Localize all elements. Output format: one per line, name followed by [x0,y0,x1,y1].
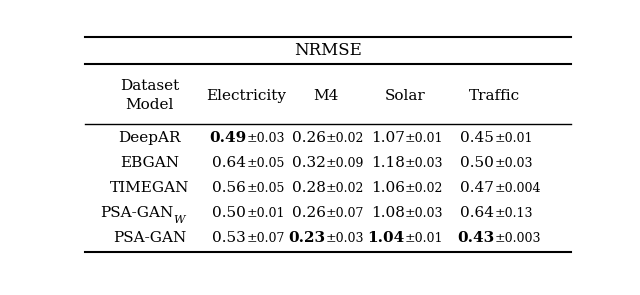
Text: 0.43: 0.43 [457,231,494,245]
Text: ±0.03: ±0.03 [246,132,285,145]
Text: ±0.05: ±0.05 [246,157,285,170]
Text: ±0.03: ±0.03 [405,157,444,170]
Text: W: W [173,215,184,225]
Text: PSA-GAN: PSA-GAN [100,206,173,220]
Text: ±0.03: ±0.03 [326,232,364,245]
Text: EBGAN: EBGAN [120,156,179,170]
Text: PSA-GAN: PSA-GAN [113,231,186,245]
Text: Dataset
Model: Dataset Model [120,79,179,112]
Text: 0.32: 0.32 [292,156,326,170]
Text: DeepAR: DeepAR [118,131,180,145]
Text: ±0.01: ±0.01 [494,132,532,145]
Text: 0.26: 0.26 [292,206,326,220]
Text: ±0.01: ±0.01 [246,206,285,219]
Text: M4: M4 [313,88,338,103]
Text: 1.08: 1.08 [371,206,405,220]
Text: ±0.01: ±0.01 [405,132,444,145]
Text: 0.45: 0.45 [460,131,494,145]
Text: 0.56: 0.56 [212,181,246,195]
Text: ±0.07: ±0.07 [326,206,364,219]
Text: ±0.003: ±0.003 [494,232,541,245]
Text: ±0.05: ±0.05 [246,181,285,194]
Text: 1.04: 1.04 [367,231,405,245]
Text: 0.53: 0.53 [212,231,246,245]
Text: 0.50: 0.50 [212,206,246,220]
Text: 1.06: 1.06 [371,181,405,195]
Text: 0.50: 0.50 [460,156,494,170]
Text: ±0.02: ±0.02 [326,132,364,145]
Text: ±0.03: ±0.03 [494,157,532,170]
Text: ±0.07: ±0.07 [246,232,285,245]
Text: 0.49: 0.49 [209,131,246,145]
Text: Traffic: Traffic [468,88,520,103]
Text: 1.07: 1.07 [371,131,405,145]
Text: 0.47: 0.47 [460,181,494,195]
Text: ±0.03: ±0.03 [405,206,444,219]
Text: ±0.01: ±0.01 [405,232,444,245]
Text: 0.28: 0.28 [292,181,326,195]
Text: ±0.13: ±0.13 [494,206,532,219]
Text: ±0.02: ±0.02 [405,181,444,194]
Text: NRMSE: NRMSE [294,42,362,59]
Text: TIMEGAN: TIMEGAN [109,181,189,195]
Text: ±0.02: ±0.02 [326,181,364,194]
Text: ±0.004: ±0.004 [494,181,541,194]
Text: Electricity: Electricity [206,88,286,103]
Text: 0.26: 0.26 [292,131,326,145]
Text: 0.23: 0.23 [289,231,326,245]
Text: 0.64: 0.64 [460,206,494,220]
Text: Solar: Solar [385,88,425,103]
Text: ±0.09: ±0.09 [326,157,364,170]
Text: 1.18: 1.18 [371,156,405,170]
Text: 0.64: 0.64 [212,156,246,170]
